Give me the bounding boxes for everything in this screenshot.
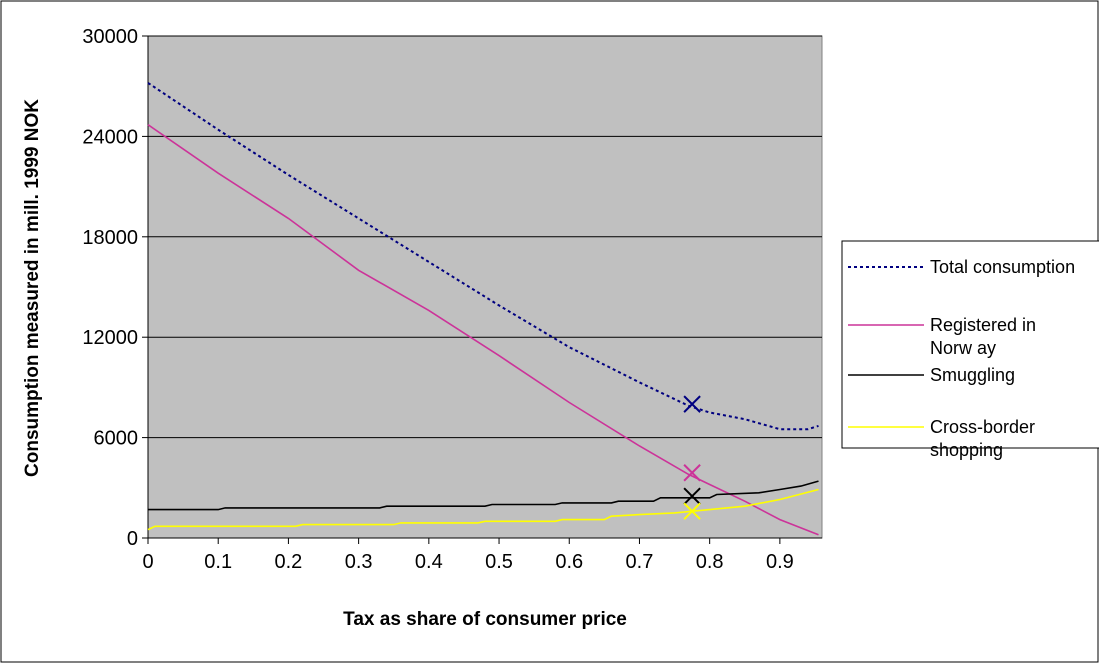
y-tick-label: 12000 — [82, 327, 138, 349]
x-tick-label: 0.4 — [415, 551, 443, 573]
y-tick-label: 0 — [127, 528, 138, 550]
legend: Total consumption Registered in Norw ay Smu… — [841, 240, 1099, 460]
gridlines — [148, 35, 822, 439]
series-line-2 — [148, 480, 819, 511]
series-line-3 — [147, 488, 819, 531]
tick-labels: 0 6000 12000 18000 24000 30000 0 0.1 0.2 0.3 0.4 0.… — [82, 26, 793, 573]
y-tick-label: 18000 — [82, 227, 138, 249]
y-axis-title: Consumption measured in mill. 1999 NOK — [22, 99, 43, 477]
x-tick-label: 0.8 — [696, 551, 724, 573]
x-tick-label: 0.5 — [485, 551, 513, 573]
x-tick-label: 0 — [142, 551, 153, 573]
x-tick-label: 0.6 — [555, 551, 583, 573]
series-marker-0 — [683, 395, 701, 413]
axes — [142, 35, 822, 544]
series-marker-2 — [683, 487, 701, 505]
legend-label-1: Registered in — [930, 315, 1036, 335]
markers-layer — [683, 395, 701, 520]
y-tick-label: 6000 — [94, 428, 139, 450]
x-tick-label: 0.2 — [275, 551, 303, 573]
y-tick-label: 24000 — [82, 126, 138, 148]
x-tick-label: 0.3 — [345, 551, 373, 573]
legend-box — [841, 240, 1099, 449]
plot-area — [147, 35, 823, 539]
series-line-1 — [147, 124, 819, 536]
legend-label-0: Total consumption — [930, 257, 1075, 277]
y-tick-label: 30000 — [82, 26, 138, 48]
x-tick-label: 0.9 — [766, 551, 794, 573]
series-marker-3 — [683, 502, 701, 520]
legend-label-2: Smuggling — [930, 365, 1015, 385]
legend-label-3: shopping — [930, 440, 1003, 460]
series-line-0 — [147, 82, 819, 431]
series-layer — [147, 82, 819, 536]
x-axis-title: Tax as share of consumer price — [343, 609, 627, 630]
x-tick-label: 0.1 — [204, 551, 232, 573]
legend-label-1: Norw ay — [930, 338, 996, 358]
series-marker-1 — [683, 464, 701, 482]
legend-label-3: Cross-border — [930, 417, 1035, 437]
x-tick-label: 0.7 — [626, 551, 654, 573]
